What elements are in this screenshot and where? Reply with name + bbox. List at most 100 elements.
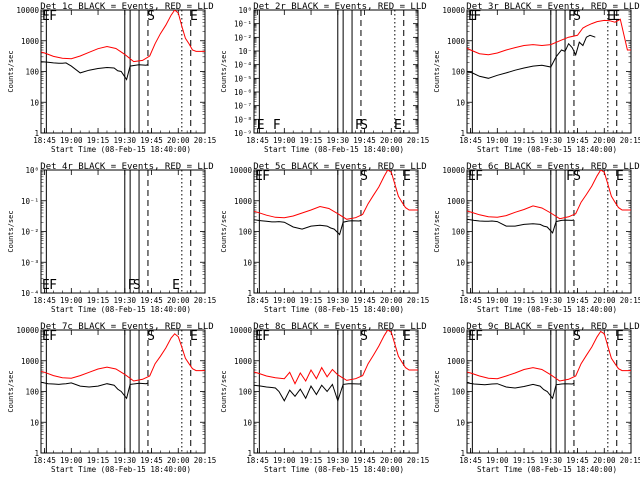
x-tick-label: 19:45: [140, 456, 163, 465]
x-tick-label: 19:30: [113, 296, 136, 305]
event-marker-label: F: [49, 278, 57, 293]
event-marker-label: S: [360, 118, 368, 133]
event-marker-label: F: [473, 9, 481, 24]
y-axis-label: Counts/sec: [220, 370, 228, 412]
y-tick-label: 100: [25, 68, 39, 77]
x-tick-label: 19:30: [326, 456, 349, 465]
event-marker-label: E: [616, 329, 624, 344]
event-marker-label: F: [475, 329, 483, 344]
y-tick-label: 1: [460, 449, 465, 458]
x-tick-label: 19:00: [273, 136, 296, 145]
event-marker-label: F: [49, 329, 57, 344]
y-tick-label: 10000: [442, 6, 465, 15]
x-tick-label: 19:15: [87, 296, 110, 305]
x-tick-label: 19:15: [87, 136, 110, 145]
event-marker-label: E: [403, 329, 411, 344]
x-tick-label: 20:15: [620, 456, 640, 465]
event-marker-label: S: [360, 169, 368, 184]
y-tick-label: 10: [30, 418, 40, 427]
y-tick-label: 100: [451, 228, 465, 237]
x-tick-label: 20:15: [194, 136, 217, 145]
y-axis-label: Counts/sec: [7, 50, 15, 92]
y-tick-label: 100: [238, 388, 252, 397]
event-marker-label: S: [147, 329, 155, 344]
x-tick-label: 20:00: [380, 296, 403, 305]
event-marker-label: S: [573, 329, 581, 344]
event-marker-label: E: [172, 278, 180, 293]
y-tick-label: 1: [247, 449, 252, 458]
y-tick-label: 10: [243, 418, 253, 427]
x-axis-label: Start Time (08-Feb-15 18:40:00): [477, 305, 617, 314]
y-tick-label: 10⁻⁸: [234, 115, 252, 124]
x-tick-label: 20:15: [620, 296, 640, 305]
event-marker-label: E: [394, 118, 402, 133]
x-tick-label: 19:15: [513, 136, 536, 145]
y-tick-label: 1000: [21, 37, 40, 46]
x-tick-label: 19:45: [566, 296, 589, 305]
event-marker-label: F: [262, 329, 270, 344]
y-tick-label: 10⁰: [238, 6, 252, 15]
y-tick-label: 10000: [16, 326, 39, 335]
x-tick-label: 19:45: [566, 136, 589, 145]
x-tick-label: 19:30: [539, 136, 562, 145]
y-tick-label: 10: [456, 258, 466, 267]
y-tick-label: 100: [451, 68, 465, 77]
x-tick-label: 20:00: [593, 136, 616, 145]
x-tick-label: 20:00: [380, 456, 403, 465]
y-tick-label: 10000: [229, 166, 252, 175]
y-tick-label: 10: [456, 98, 466, 107]
y-tick-label: 1000: [447, 197, 466, 206]
y-tick-label: 1: [460, 129, 465, 138]
event-marker-label: E: [190, 9, 198, 24]
x-tick-label: 20:15: [407, 296, 430, 305]
x-tick-label: 19:00: [60, 456, 83, 465]
y-tick-label: 100: [451, 388, 465, 397]
event-marker-label: E: [257, 118, 265, 133]
event-marker-label: E: [616, 169, 624, 184]
x-axis-label: Start Time (08-Feb-15 18:40:00): [51, 465, 191, 474]
y-tick-label: 10000: [442, 326, 465, 335]
y-tick-label: 10⁻⁴: [234, 61, 252, 70]
x-tick-label: 20:00: [593, 456, 616, 465]
x-tick-label: 20:00: [167, 296, 190, 305]
event-marker-label: F: [49, 9, 57, 24]
y-tick-label: 100: [25, 388, 39, 397]
event-marker-label: S: [573, 169, 581, 184]
y-tick-label: 10000: [16, 6, 39, 15]
y-tick-label: 10000: [442, 166, 465, 175]
event-marker-label: F: [273, 118, 281, 133]
y-tick-label: 10⁻³: [21, 258, 39, 267]
y-tick-label: 1: [247, 289, 252, 298]
event-marker-label: S: [360, 329, 368, 344]
y-tick-label: 1: [34, 129, 39, 138]
event-marker-label: F: [475, 169, 483, 184]
x-tick-label: 19:30: [539, 296, 562, 305]
y-tick-label: 10: [456, 418, 466, 427]
x-tick-label: 19:00: [486, 456, 509, 465]
y-tick-label: 10⁻⁳: [238, 47, 252, 56]
y-tick-label: 1000: [234, 197, 253, 206]
x-tick-label: 19:30: [539, 456, 562, 465]
y-tick-label: 1000: [447, 357, 466, 366]
y-axis-label: Counts/sec: [220, 210, 228, 252]
x-tick-label: 19:00: [273, 456, 296, 465]
event-marker-label: E: [403, 169, 411, 184]
y-tick-label: 1000: [234, 357, 253, 366]
y-tick-label: 10⁻⁵: [234, 74, 252, 83]
event-marker-label: S: [133, 278, 141, 293]
event-marker-label: S: [573, 9, 581, 24]
x-tick-label: 20:00: [380, 136, 403, 145]
x-tick-label: 19:15: [300, 136, 323, 145]
y-tick-label: 100: [238, 228, 252, 237]
y-tick-label: 10: [30, 98, 40, 107]
y-tick-label: 10⁻⁷: [234, 102, 252, 111]
x-axis-label: Start Time (08-Feb-15 18:40:00): [477, 145, 617, 154]
event-marker-label: E: [190, 329, 198, 344]
y-tick-label: 10⁻²: [21, 228, 39, 237]
event-marker-label: F: [262, 169, 270, 184]
event-marker-label: S: [147, 9, 155, 24]
y-tick-label: 1000: [447, 37, 466, 46]
x-axis-label: Start Time (08-Feb-15 18:40:00): [264, 465, 404, 474]
x-tick-label: 20:15: [407, 136, 430, 145]
x-tick-label: 20:00: [167, 136, 190, 145]
